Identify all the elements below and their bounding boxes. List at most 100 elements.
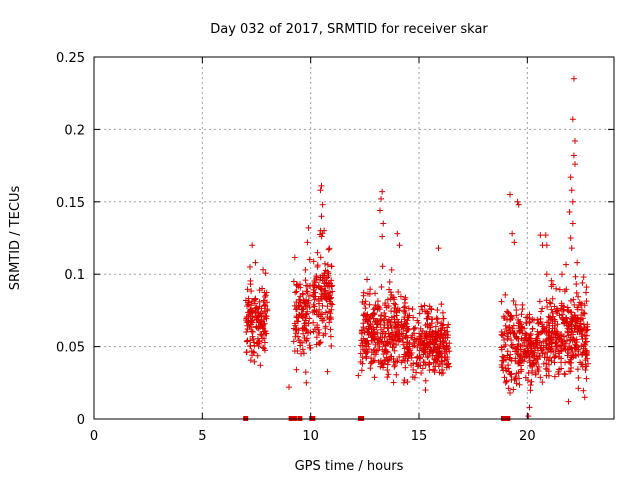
data-point	[400, 379, 407, 386]
y-tick-label: 0.15	[56, 196, 85, 211]
data-point	[360, 289, 367, 296]
data-point	[529, 360, 536, 367]
data-point	[438, 358, 445, 365]
data-point	[521, 325, 528, 332]
data-point	[570, 75, 577, 82]
data-point	[575, 385, 582, 392]
data-point	[508, 337, 515, 344]
data-point	[380, 324, 387, 331]
data-point	[399, 335, 406, 342]
data-point	[306, 315, 313, 322]
data-point	[422, 308, 429, 315]
data-point	[261, 302, 268, 309]
data-point	[303, 338, 310, 345]
data-point	[578, 327, 585, 334]
data-point	[404, 343, 411, 350]
data-point	[317, 187, 324, 194]
data-point	[517, 346, 524, 353]
data-point	[422, 377, 429, 384]
data-point	[366, 314, 373, 321]
data-point	[314, 249, 321, 256]
data-point	[257, 362, 264, 369]
data-point	[575, 346, 582, 353]
data-point	[566, 208, 573, 215]
data-point	[513, 345, 520, 352]
data-point	[319, 201, 326, 208]
data-point	[320, 332, 327, 339]
y-tick-label: 0.05	[56, 341, 85, 356]
data-point	[574, 343, 581, 350]
data-point	[259, 344, 266, 351]
data-point	[551, 373, 558, 380]
data-point	[262, 303, 269, 310]
data-point	[499, 353, 506, 360]
data-point	[544, 303, 551, 310]
data-point	[416, 347, 423, 354]
data-point	[504, 316, 511, 323]
data-point	[389, 294, 396, 301]
grid-lines	[94, 57, 614, 419]
data-point	[417, 341, 424, 348]
data-point	[538, 342, 545, 349]
data-point	[322, 309, 329, 316]
data-point	[404, 378, 411, 385]
data-point	[574, 366, 581, 373]
data-point	[362, 312, 369, 319]
data-point	[499, 332, 506, 339]
data-point	[514, 198, 521, 205]
data-point	[432, 335, 439, 342]
data-point	[379, 334, 386, 341]
data-point	[429, 333, 436, 340]
data-point	[444, 328, 451, 335]
data-point	[376, 343, 383, 350]
data-point	[433, 315, 440, 322]
data-point	[404, 357, 411, 364]
data-point	[255, 309, 262, 316]
data-point	[508, 342, 515, 349]
data-point	[418, 303, 425, 310]
data-point	[393, 308, 400, 315]
data-point	[300, 330, 307, 337]
data-point	[568, 245, 575, 252]
data-point	[388, 353, 395, 360]
data-point	[555, 348, 562, 355]
data-point	[326, 245, 333, 252]
data-point	[547, 348, 554, 355]
data-point	[583, 348, 590, 355]
data-point	[421, 302, 428, 309]
data-point	[320, 272, 327, 279]
data-point	[572, 137, 578, 144]
data-point	[502, 291, 509, 298]
data-point	[526, 404, 533, 411]
data-point	[366, 301, 373, 308]
data-point	[567, 337, 574, 344]
data-point	[518, 311, 525, 318]
data-point	[508, 357, 515, 364]
data-point	[568, 364, 575, 371]
data-point	[559, 339, 566, 346]
data-point	[312, 276, 319, 283]
data-point	[303, 379, 310, 386]
data-point	[432, 363, 439, 370]
data-point	[379, 233, 386, 240]
data-point	[258, 332, 265, 339]
data-point	[256, 340, 263, 347]
data-point	[384, 367, 391, 374]
data-point	[294, 333, 301, 340]
data-point	[539, 305, 546, 312]
data-point	[501, 343, 508, 350]
data-point	[242, 297, 249, 304]
data-point	[243, 329, 250, 336]
data-point	[312, 326, 319, 333]
data-point	[253, 304, 260, 311]
data-point	[533, 335, 540, 342]
data-point	[576, 323, 583, 330]
data-point	[548, 306, 555, 313]
data-point	[551, 329, 558, 336]
data-point	[392, 323, 399, 330]
data-point	[553, 285, 560, 292]
data-point	[321, 260, 328, 267]
data-point	[387, 336, 394, 343]
data-point	[303, 311, 310, 318]
data-point	[329, 288, 336, 295]
